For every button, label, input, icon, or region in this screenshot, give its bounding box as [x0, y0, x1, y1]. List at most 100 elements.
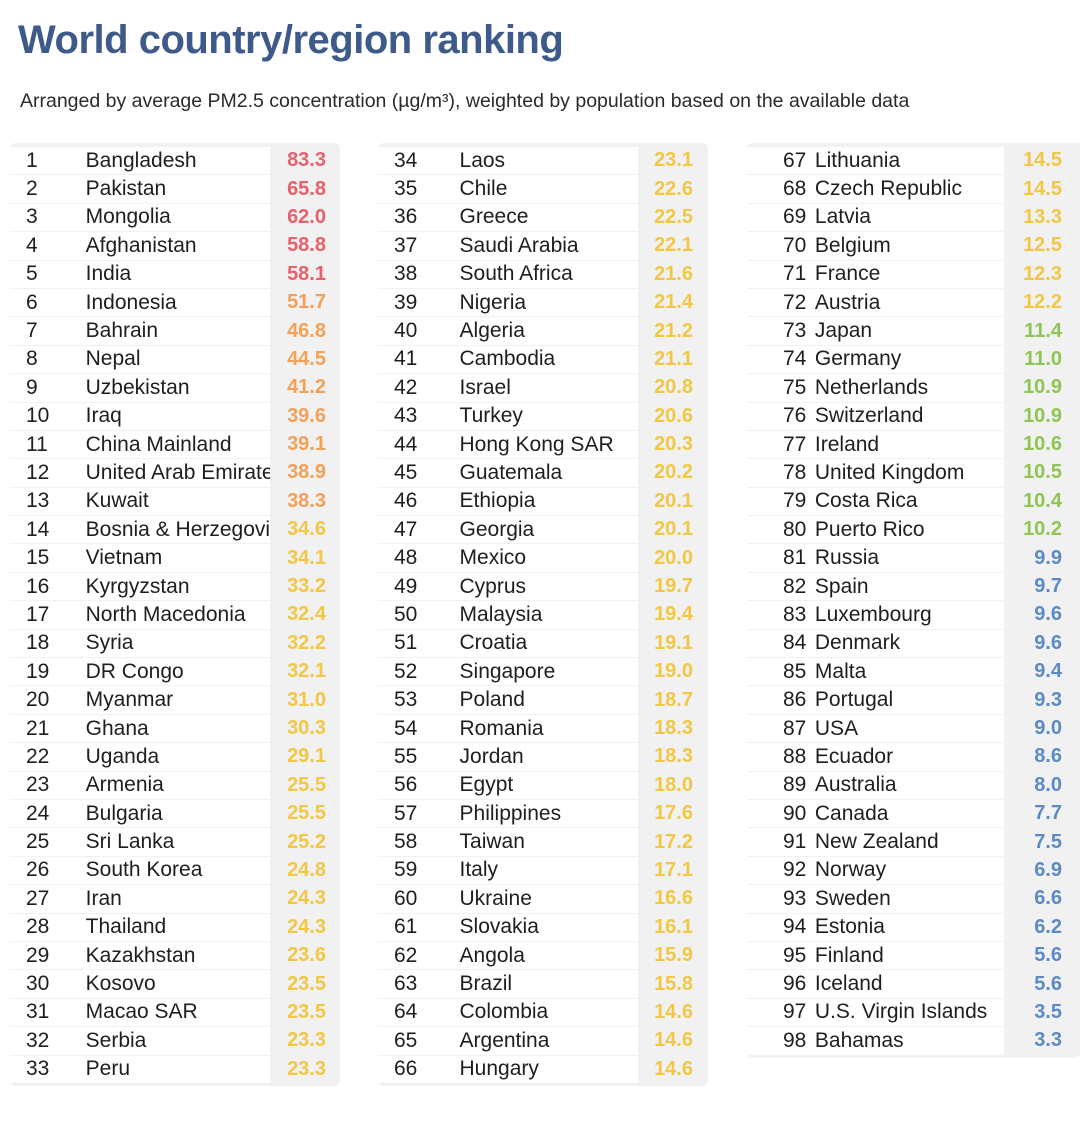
rank-number: 10: [26, 404, 50, 428]
country-name: Pakistan: [85, 177, 167, 201]
pm25-value: 31.0: [269, 686, 340, 714]
pm25-value: 25.5: [269, 799, 340, 828]
table-row: 25 Sri Lanka 25.2: [10, 828, 340, 857]
rank-number: 35: [394, 177, 418, 201]
table-row: 65 Argentina 14.6: [378, 1027, 708, 1056]
pm25-value: 23.1: [637, 147, 708, 175]
country-name: Sri Lanka: [85, 830, 175, 854]
country-name: Brazil: [459, 972, 513, 996]
rank-number: 89: [783, 773, 807, 797]
rank-number: 80: [783, 517, 807, 541]
country-name: Kyrgyzstan: [85, 574, 190, 598]
table-row: 76 Switzerland 10.9: [747, 402, 1080, 431]
table-row: 64 Colombia 14.6: [378, 998, 708, 1028]
country-name: Luxembourg: [814, 602, 932, 626]
pm25-value: 24.3: [269, 885, 340, 913]
table-row: 5 India 58.1: [10, 260, 340, 289]
table-row: 87 USA 9.0: [747, 714, 1080, 744]
pm25-value: 44.5: [269, 345, 340, 374]
table-row: 41 Cambodia 21.1: [378, 345, 708, 375]
table-row: 36 Greece 22.5: [378, 203, 708, 233]
pm25-value: 18.3: [637, 714, 708, 743]
table-row: 91 New Zealand 7.5: [747, 828, 1080, 857]
table-row: 4 Afghanistan 58.8: [10, 232, 340, 261]
country-name: Iraq: [85, 404, 122, 428]
table-row: 46 Ethiopia 20.1: [378, 487, 708, 517]
country-name: Armenia: [85, 773, 164, 797]
rank-number: 6: [26, 290, 38, 314]
table-row: 92 Norway 6.9: [747, 856, 1080, 886]
pm25-value: 23.5: [269, 998, 340, 1027]
pm25-value: 3.5: [1004, 998, 1080, 1027]
country-name: Malta: [814, 659, 867, 683]
pm25-value: 16.6: [637, 885, 708, 913]
table-row: 52 Singapore 19.0: [378, 658, 708, 687]
country-name: Ukraine: [459, 886, 532, 910]
country-name: Puerto Rico: [814, 517, 925, 541]
pm25-value: 3.3: [1004, 1027, 1080, 1055]
pm25-value: 22.5: [637, 203, 708, 232]
country-name: Nepal: [85, 347, 141, 371]
rank-number: 95: [783, 943, 807, 967]
rank-number: 81: [783, 546, 807, 570]
rank-number: 90: [783, 801, 807, 825]
table-row: 23 Armenia 25.5: [10, 771, 340, 800]
table-row: 48 Mexico 20.0: [378, 544, 708, 573]
pm25-value: 9.6: [1004, 601, 1080, 629]
rank-number: 11: [26, 432, 48, 456]
pm25-value: 10.2: [1004, 516, 1080, 544]
country-name: USA: [814, 716, 859, 740]
country-name: Costa Rica: [814, 489, 918, 513]
table-row: 3 Mongolia 62.0: [10, 203, 340, 233]
pm25-value: 19.4: [637, 601, 708, 629]
rank-number: 87: [783, 716, 807, 740]
rank-number: 57: [394, 801, 418, 825]
rank-number: 96: [783, 972, 807, 996]
country-name: Peru: [85, 1057, 130, 1081]
table-row: 10 Iraq 39.6: [10, 402, 340, 431]
pm25-value: 9.4: [1004, 658, 1080, 686]
pm25-value: 46.8: [269, 317, 340, 345]
country-name: Guatemala: [459, 460, 563, 484]
table-row: 20 Myanmar 31.0: [10, 686, 340, 715]
pm25-value: 9.9: [1004, 544, 1080, 572]
table-row: 63 Brazil 15.8: [378, 970, 708, 999]
rank-number: 66: [394, 1057, 418, 1081]
pm25-value: 22.1: [637, 232, 708, 260]
pm25-value: 23.5: [269, 970, 340, 998]
country-name: Mexico: [459, 546, 527, 570]
table-row: 86 Portugal 9.3: [747, 686, 1080, 715]
pm25-value: 62.0: [269, 203, 340, 232]
table-row: 40 Algeria 21.2: [378, 317, 708, 346]
rank-number: 88: [783, 744, 807, 768]
pm25-value: 11.0: [1004, 345, 1080, 374]
pm25-value: 83.3: [269, 147, 340, 175]
table-row: 94 Estonia 6.2: [747, 913, 1080, 942]
pm25-value: 12.5: [1004, 232, 1080, 260]
rank-number: 48: [394, 546, 418, 570]
country-name: Syria: [85, 631, 134, 655]
country-name: South Korea: [85, 858, 203, 882]
pm25-value: 20.3: [637, 430, 708, 459]
table-row: 82 Spain 9.7: [747, 572, 1080, 602]
pm25-value: 14.6: [637, 1027, 708, 1055]
rank-number: 59: [394, 858, 418, 882]
country-name: Bulgaria: [85, 801, 163, 825]
rank-number: 13: [26, 489, 50, 513]
country-name: France: [814, 262, 881, 286]
rank-number: 1: [26, 148, 38, 172]
rank-number: 69: [783, 205, 807, 229]
country-name: Macao SAR: [85, 1000, 198, 1024]
rank-number: 44: [394, 432, 418, 456]
country-name: Bahamas: [814, 1028, 904, 1052]
pm25-value: 21.1: [637, 345, 708, 374]
country-name: Finland: [814, 943, 884, 967]
pm25-value: 7.5: [1004, 828, 1080, 856]
country-name: Colombia: [459, 1000, 549, 1024]
table-row: 18 Syria 32.2: [10, 629, 340, 659]
country-name: South Africa: [459, 262, 573, 286]
rank-number: 52: [394, 659, 418, 683]
pm25-value: 9.3: [1004, 686, 1080, 714]
country-name: North Macedonia: [85, 602, 246, 626]
table-row: 26 South Korea 24.8: [10, 856, 340, 886]
